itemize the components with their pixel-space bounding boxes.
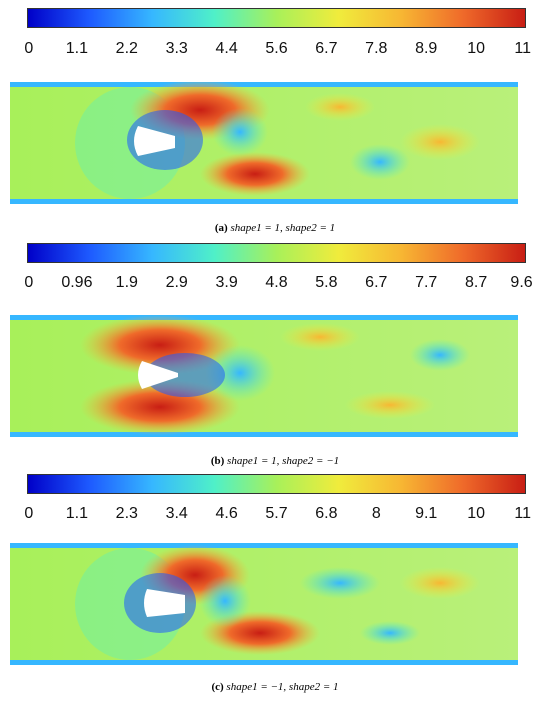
caption-c: (c) shape1 = −1, shape2 = 1 xyxy=(211,681,339,693)
colorbar-c xyxy=(27,474,526,494)
colorbar-tick-label: 0 xyxy=(24,40,34,57)
colorbar-tick-label: 1.1 xyxy=(65,505,89,522)
velocity-field-a xyxy=(10,82,518,204)
colorbar-tick-label: 10 xyxy=(467,40,485,57)
colorbar-tick-label: 2.3 xyxy=(115,505,138,522)
caption-a: (a) shape1 = 1, shape2 = 1 xyxy=(214,222,336,234)
velocity-field-b xyxy=(10,315,518,437)
colorbar-tick-label: 6.7 xyxy=(365,274,388,291)
colorbar-tick-label: 8 xyxy=(371,505,381,522)
colorbar-ticks-a: 0 1.1 2.2 3.3 4.4 5.6 6.7 7.8 8.9 10 11 xyxy=(24,40,531,64)
colorbar-tick-label: 5.8 xyxy=(315,274,338,291)
colorbar-tick-label: 6.8 xyxy=(315,505,338,522)
colorbar-tick-label: 0.96 xyxy=(61,274,93,291)
colorbar-tick-label: 1.1 xyxy=(65,40,89,57)
colorbar-tick-label: 8.7 xyxy=(464,274,488,291)
colorbar-b xyxy=(27,243,526,263)
colorbar-tick-label: 3.4 xyxy=(165,505,188,522)
colorbar-tick-label: 6.7 xyxy=(315,40,338,57)
colorbar-tick-label: 9.6 xyxy=(510,274,533,291)
colorbar-tick-label: 11 xyxy=(514,505,531,522)
colorbar-tick-label: 4.4 xyxy=(215,40,238,57)
colorbar-tick-label: 2.9 xyxy=(165,274,188,291)
body-shape-a xyxy=(134,126,175,156)
colorbar-tick-label: 4.8 xyxy=(265,274,288,291)
colorbar-tick-label: 2.2 xyxy=(115,40,138,57)
colorbar-tick-label: 4.6 xyxy=(215,505,238,522)
colorbar-tick-label: 3.9 xyxy=(215,274,238,291)
colorbar-tick-label: 5.7 xyxy=(265,505,288,522)
body-shape-c xyxy=(144,589,185,617)
velocity-field-c xyxy=(10,543,518,665)
colorbar-tick-label: 3.3 xyxy=(165,40,188,57)
colorbar-tick-label: 7.7 xyxy=(415,274,438,291)
colorbar-tick-label: 11 xyxy=(514,40,531,57)
colorbar-tick-label: 7.8 xyxy=(365,40,388,57)
colorbar-tick-label: 0 xyxy=(24,274,34,291)
colorbar-ticks-c: 0 1.1 2.3 3.4 4.6 5.7 6.8 8 9.1 10 11 xyxy=(24,505,531,529)
colorbar-tick-label: 5.6 xyxy=(265,40,288,57)
caption-b: (b) shape1 = 1, shape2 = −1 xyxy=(210,455,340,467)
colorbar-ticks-b: 0 0.96 1.9 2.9 3.9 4.8 5.8 6.7 7.7 8.7 9.6 xyxy=(24,274,532,298)
colorbar-tick-label: 0 xyxy=(24,505,34,522)
colorbar-tick-label: 8.9 xyxy=(415,40,438,57)
colorbar-tick-label: 10 xyxy=(467,505,485,522)
colorbar-tick-label: 1.9 xyxy=(115,274,138,291)
colorbar-a xyxy=(27,8,526,28)
colorbar-tick-label: 9.1 xyxy=(415,505,438,522)
body-shape-b xyxy=(138,361,178,389)
